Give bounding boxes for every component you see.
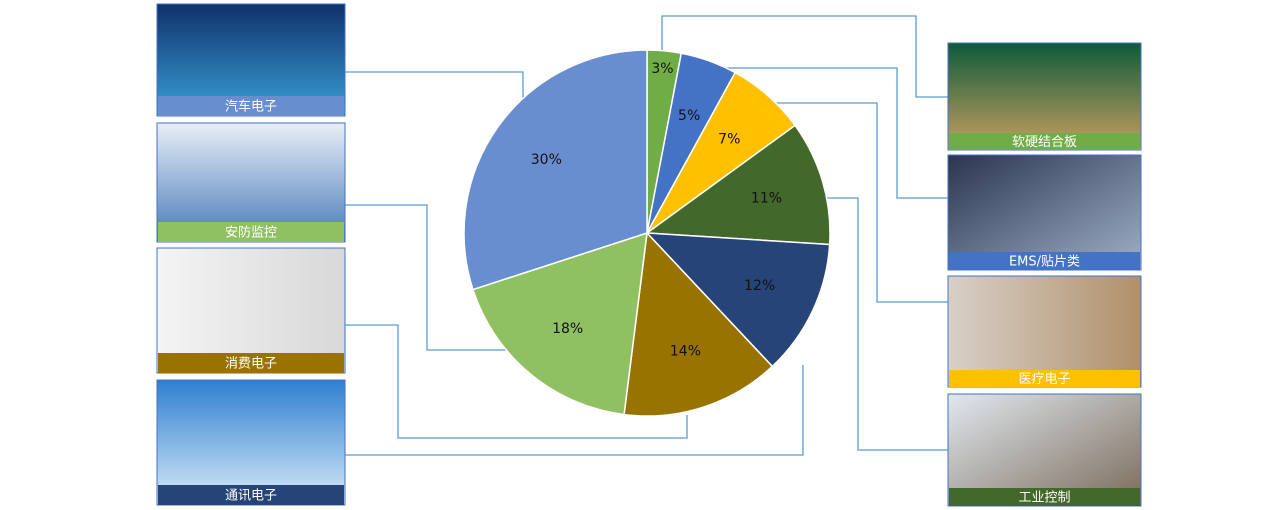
connector (775, 102, 948, 303)
slice-label: 7% (718, 132, 740, 148)
category-label: 安防监控 (225, 225, 277, 241)
pie-slice (463, 49, 648, 291)
photo (156, 379, 346, 506)
photo (947, 393, 1142, 507)
category-label: EMS/贴片类 (1009, 255, 1080, 270)
slice-label: 30% (531, 152, 562, 168)
connectors (345, 15, 948, 456)
photo (947, 275, 1142, 388)
category-label: 消费电子 (225, 357, 277, 372)
category-label: 医疗电子 (1018, 372, 1070, 387)
slice-label: 11% (751, 190, 782, 206)
label-bar (158, 353, 344, 373)
pie-slice (623, 231, 774, 417)
pie-slice (472, 231, 648, 416)
category-label: 工业控制 (1018, 491, 1070, 506)
category-label: 汽车电子 (225, 99, 277, 115)
connector (345, 71, 524, 100)
pie-slice (645, 232, 831, 368)
pie-slice (644, 124, 831, 246)
slice-label: 18% (552, 321, 583, 337)
slice-label: 3% (651, 61, 673, 77)
label-bar (158, 485, 344, 505)
label-bar (158, 222, 344, 242)
label-bar (158, 96, 344, 116)
label-bar (949, 488, 1140, 506)
label-bar (949, 133, 1140, 150)
connector (720, 67, 948, 199)
connector (345, 204, 507, 351)
connector (345, 324, 688, 439)
slice-label: 14% (670, 343, 701, 359)
slice-label: 5% (678, 108, 700, 124)
slice-label: 12% (744, 278, 775, 294)
photo (947, 154, 1142, 271)
connector (661, 15, 948, 98)
label-bar (949, 370, 1140, 387)
category-label: 通讯电子 (225, 489, 277, 504)
connector (345, 365, 804, 456)
category-label: 软硬结合板 (1012, 135, 1077, 150)
connector (822, 197, 948, 451)
label-bar (949, 252, 1140, 270)
